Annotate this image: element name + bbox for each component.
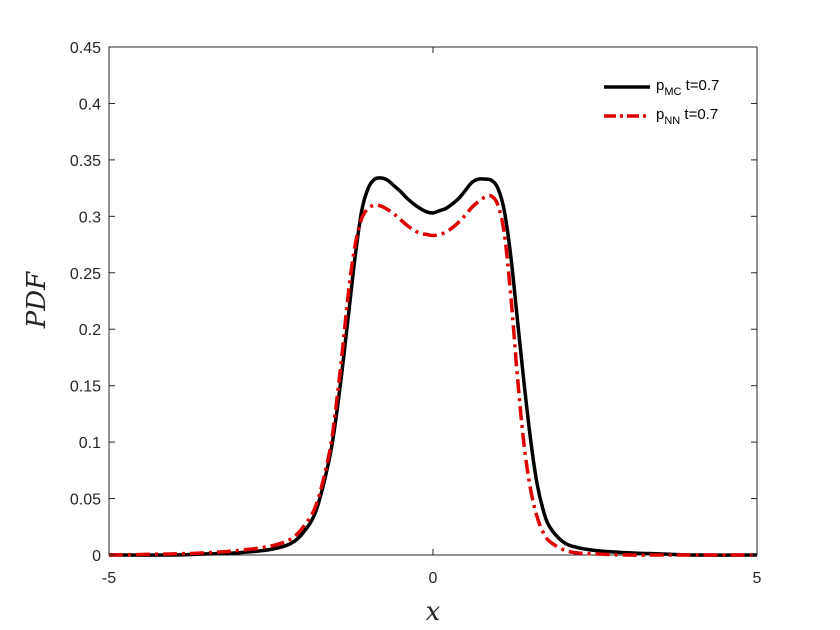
axis-ticks: 00.050.10.150.20.250.30.350.40.45-5 0 5 [70, 40, 762, 587]
y-tick-label: 0.35 [70, 153, 101, 170]
legend: pMC t=0.7 pNN t=0.7 [604, 77, 719, 127]
x-tick-label: 5 [753, 570, 762, 587]
y-tick-label: 0.4 [79, 96, 101, 113]
y-tick-label: 0.1 [79, 435, 101, 452]
x-tick-label: 0 [429, 570, 438, 587]
y-tick-label: 0 [92, 548, 101, 565]
y-tick-label: 0.2 [79, 322, 101, 339]
series-line-nn [109, 193, 757, 557]
x-axis-label: x [426, 597, 441, 627]
y-tick-label: 0.45 [70, 40, 101, 57]
legend-label-mc: pMC t=0.7 [656, 77, 719, 98]
x-tick-label: -5 [102, 570, 116, 587]
y-tick-label: 0.3 [79, 209, 101, 226]
y-tick-label: 0.05 [70, 492, 101, 509]
y-tick-label: 0.15 [70, 379, 101, 396]
legend-label-nn: pNN t=0.7 [656, 106, 718, 127]
y-axis-label: PDF [22, 271, 52, 329]
y-tick-label: 0.25 [70, 266, 101, 283]
